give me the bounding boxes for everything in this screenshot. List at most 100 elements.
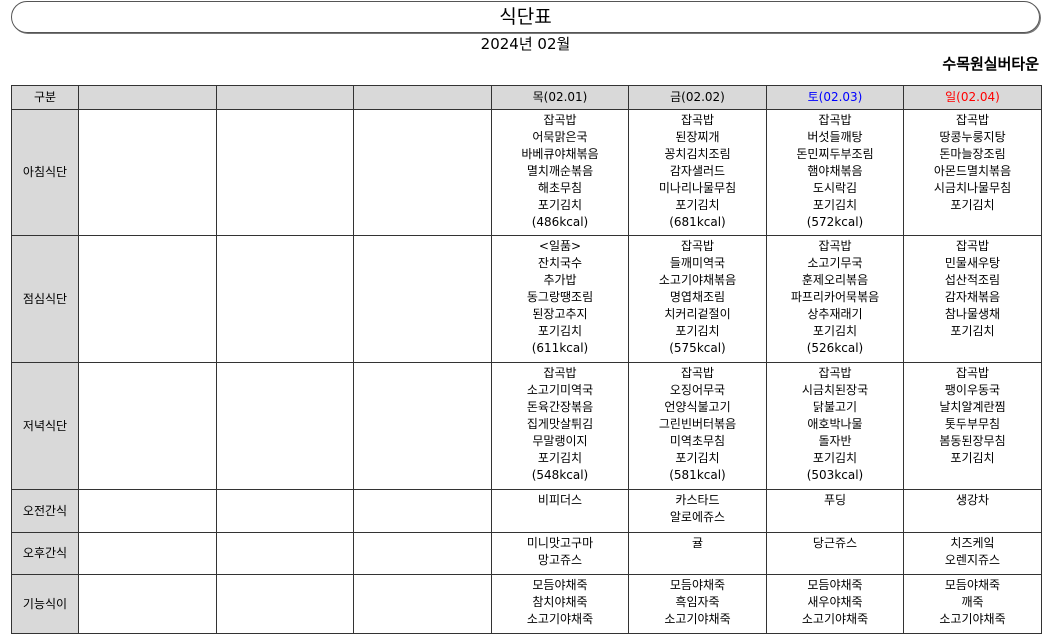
meal-row: 오전간식 비피더스 카스타드 알로에쥬스 푸딩 생강차 — [11, 489, 1042, 533]
empty-cell — [216, 235, 354, 363]
menu-item: 잡곡밥 — [818, 239, 852, 253]
empty-cell — [353, 109, 492, 236]
menu-item: 포기김치 — [675, 198, 720, 212]
menu-item: 새우야채죽 — [807, 595, 863, 609]
menu-cell: 모듬야채죽 깨죽 소고기야채죽 — [903, 574, 1042, 634]
menu-item: <일품> — [538, 239, 582, 253]
day-header: 토(02.03) — [766, 85, 904, 110]
empty-cell — [216, 532, 354, 575]
menu-item: (486kcal) — [531, 215, 589, 229]
menu-item: 훈제오리볶음 — [801, 273, 869, 287]
menu-item: 귤 — [691, 536, 704, 550]
meal-label: 저녁식단 — [11, 362, 79, 490]
menu-item: 어묵맑은국 — [532, 130, 588, 144]
menu-item: 잡곡밥 — [680, 366, 715, 380]
menu-item: 포기김치 — [537, 451, 583, 465]
menu-item: 돈민찌두부조림 — [796, 147, 874, 161]
menu-item: 톳두부무침 — [944, 417, 1001, 431]
menu-cell: 카스타드 알로에쥬스 — [628, 489, 767, 533]
menu-item: 버섯들깨탕 — [807, 130, 863, 144]
menu-item: 오렌지쥬스 — [944, 553, 1001, 567]
menu-cell: 잡곡밥 소고기무국 훈제오리볶음 파프리카어묵볶음 상추재래기 포기김치 (526kcal) — [766, 235, 904, 363]
empty-cell — [216, 489, 354, 533]
empty-cell — [78, 574, 217, 634]
menu-item: 봄동된장무침 — [939, 434, 1006, 448]
menu-item: (526kcal) — [806, 341, 864, 355]
menu-item: 잡곡밥 — [543, 366, 577, 380]
menu-item: 잡곡밥 — [818, 113, 852, 127]
menu-item: (572kcal) — [806, 215, 864, 229]
empty-cell — [353, 235, 492, 363]
meal-label: 오후간식 — [11, 532, 79, 575]
menu-cell: <일품> 잔치국수 추가밥 동그랑땡조림 된장고추지 포기김치 (611kcal) — [491, 235, 629, 363]
menu-item: 된장찌개 — [675, 130, 720, 144]
menu-item: 치즈케잌 — [950, 536, 995, 550]
empty-cell — [78, 532, 217, 575]
menu-item: (611kcal) — [531, 341, 589, 355]
menu-cell: 잡곡밥 어묵맑은국 바베큐야채볶음 멸치깨순볶음 해초무침 포기김치 (486kcal) — [491, 109, 629, 236]
menu-item: 포기김치 — [537, 198, 583, 212]
menu-item: 치커리겉절이 — [664, 307, 731, 321]
empty-cell — [216, 574, 354, 634]
meal-row: 아침식단 잡곡밥 어묵맑은국 바베큐야채볶음 멸치깨순볶음 해초무침 포기김치 (486kca… — [11, 109, 1042, 236]
menu-item: 들깨미역국 — [669, 256, 726, 270]
empty-header — [216, 85, 354, 110]
menu-item: 돈육간장볶음 — [526, 400, 594, 414]
empty-cell — [216, 362, 354, 490]
meal-label: 기능식이 — [11, 574, 79, 634]
empty-cell — [353, 362, 492, 490]
menu-item: 모듬야채죽 — [669, 578, 726, 592]
menu-cell: 비피더스 — [491, 489, 629, 533]
empty-cell — [78, 109, 217, 236]
menu-item: 포기김치 — [675, 324, 720, 338]
category-header: 구분 — [11, 85, 79, 110]
menu-item: 명엽채조림 — [669, 290, 726, 304]
menu-item: 소고기야채죽 — [939, 612, 1006, 626]
meal-label: 오전간식 — [11, 489, 79, 533]
menu-item: 포기김치 — [950, 324, 995, 338]
menu-item: 소고기야채죽 — [801, 612, 869, 626]
menu-item: 팽이우동국 — [944, 383, 1001, 397]
menu-item: 잡곡밥 — [955, 113, 990, 127]
menu-item: 포기김치 — [812, 198, 858, 212]
menu-cell: 잡곡밥 민물새우탕 섭산적조림 감자채볶음 참나물생채 포기김치 — [903, 235, 1042, 363]
meal-label: 점심식단 — [11, 235, 79, 363]
menu-item: 카스타드 — [675, 493, 720, 507]
menu-item: 잔치국수 — [537, 256, 583, 270]
menu-item: 민물새우탕 — [944, 256, 1001, 270]
menu-item: 미나리나물무침 — [658, 181, 737, 195]
menu-cell: 잡곡밥 오징어무국 언양식불고기 그린빈버터볶음 미역초무침 포기김치 (581kcal) — [628, 362, 767, 490]
meal-row: 오후간식 미니맛고구마 망고쥬스 귤 당근쥬스 치즈케잌 오렌지쥬스 — [11, 532, 1042, 575]
menu-item: 그린빈버터볶음 — [658, 417, 737, 431]
menu-item: 섭산적조림 — [944, 273, 1001, 287]
menu-item: 언양식불고기 — [664, 400, 731, 414]
menu-item: 소고기야채죽 — [664, 612, 731, 626]
menu-cell: 모듬야채죽 참치야채죽 소고기야채죽 — [491, 574, 629, 634]
menu-item: 소고기야채죽 — [526, 612, 594, 626]
menu-item: 흑임자죽 — [675, 595, 720, 609]
menu-item: 비피더스 — [537, 493, 583, 507]
menu-item: 잡곡밥 — [955, 366, 990, 380]
menu-item: 상추재래기 — [807, 307, 863, 321]
page-title: 식단표 — [11, 1, 1040, 33]
menu-item: 파프리카어묵볶음 — [790, 290, 880, 304]
menu-item: 감자채볶음 — [944, 290, 1001, 304]
menu-item: 깨죽 — [961, 595, 984, 609]
menu-item: 소고기미역국 — [526, 383, 594, 397]
menu-item: 해초무침 — [537, 181, 583, 195]
menu-item: 시금치나물무침 — [933, 181, 1012, 195]
menu-item: 동그랑땡조림 — [526, 290, 594, 304]
menu-item: 닭불고기 — [812, 400, 858, 414]
menu-item: 시금치된장국 — [801, 383, 869, 397]
menu-item: 잡곡밥 — [680, 113, 715, 127]
menu-cell: 잡곡밥 팽이우동국 날치알계란찜 톳두부무침 봄동된장무침 포기김치 — [903, 362, 1042, 490]
menu-item: 감자샐러드 — [669, 164, 726, 178]
menu-item: 포기김치 — [537, 324, 583, 338]
empty-cell — [78, 235, 217, 363]
menu-item: 아몬드멸치볶음 — [933, 164, 1012, 178]
menu-cell: 당근쥬스 — [766, 532, 904, 575]
meal-label: 아침식단 — [11, 109, 79, 236]
menu-item: 잡곡밥 — [680, 239, 715, 253]
menu-cell: 푸딩 — [766, 489, 904, 533]
